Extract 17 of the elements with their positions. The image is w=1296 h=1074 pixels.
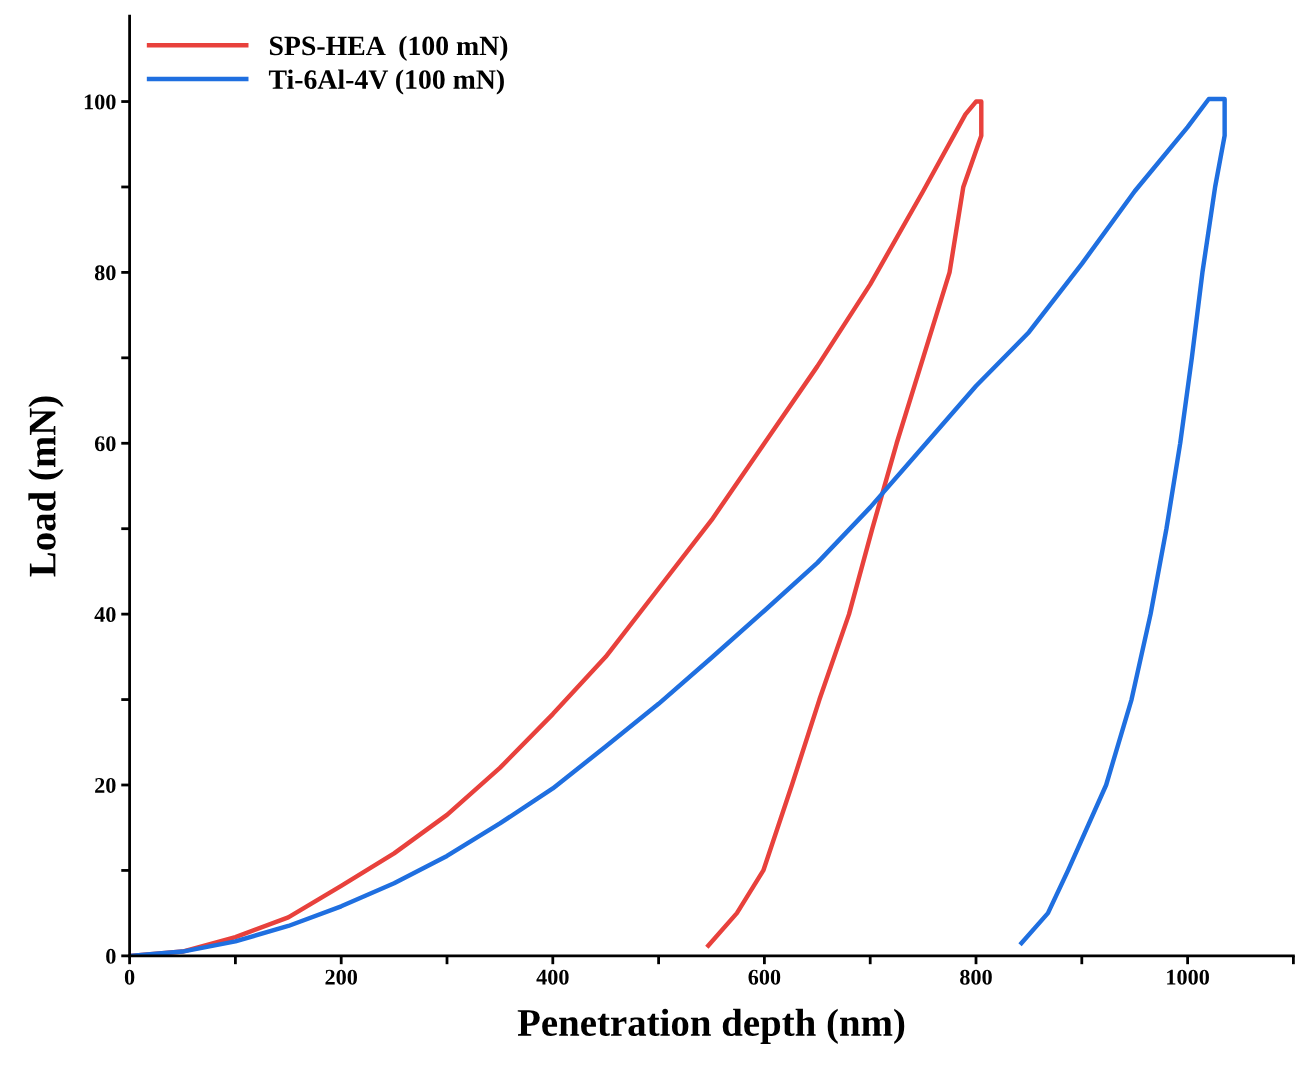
- y-tick-label: 20: [95, 777, 116, 793]
- y-tick-label: 0: [106, 948, 116, 964]
- x-tick-label: 1000: [1167, 969, 1209, 985]
- x-axis-title: Penetration depth (nm): [517, 1008, 905, 1044]
- y-tick-label: 40: [94, 607, 116, 623]
- y-tick-label: 100: [84, 94, 116, 110]
- line-series: [129, 96, 1227, 956]
- x-tick-label: 0: [124, 969, 135, 985]
- y-tick-label: 60: [94, 436, 116, 452]
- y-axis-title: Load (mN): [28, 396, 64, 577]
- x-tick-label: 800: [960, 969, 992, 985]
- x-tick-label: 200: [325, 969, 358, 985]
- x-tick-label: 600: [748, 969, 781, 985]
- x-tick-label: 400: [536, 969, 569, 985]
- legend-label: SPS-HEA (100 mN): [269, 35, 508, 61]
- y-tick-label: 80: [94, 265, 116, 281]
- legend-label: Ti-6Al-4V (100 mN): [268, 69, 504, 95]
